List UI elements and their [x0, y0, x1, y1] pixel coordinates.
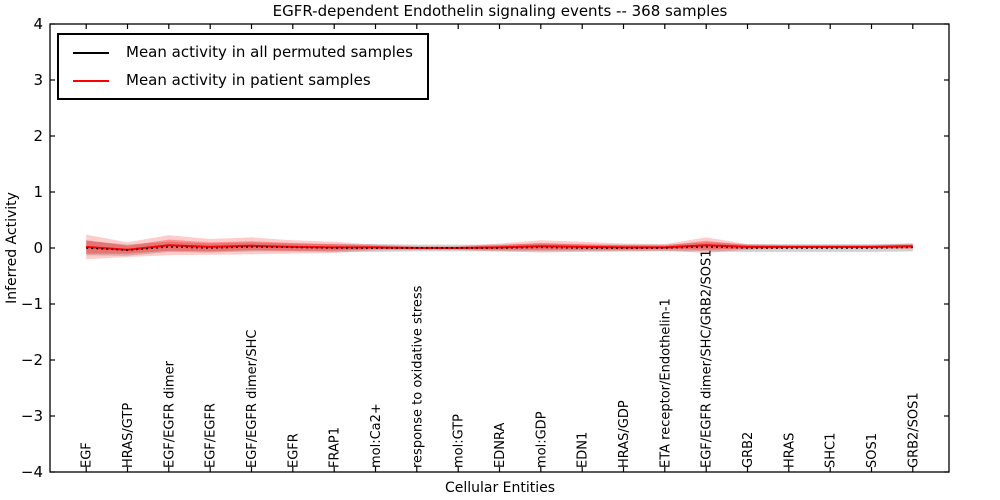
x-tick-label: GRB2	[741, 432, 756, 468]
x-tick-label: HRAS	[782, 433, 797, 468]
x-tick-label: EGF/EGFR dimer/SHC	[245, 330, 260, 468]
x-tick-label: ETA receptor/Endothelin-1	[658, 298, 673, 468]
x-tick-label: SOS1	[865, 433, 880, 468]
x-tick-label: EGF/EGFR	[204, 403, 219, 468]
x-tick-label: EGF	[80, 442, 95, 468]
y-tick-label: 4	[33, 15, 43, 33]
y-tick-label: −4	[21, 463, 43, 481]
legend-entry-patient: Mean activity in patient samples	[67, 68, 413, 93]
x-tick-label: HRAS/GDP	[617, 400, 632, 468]
legend-line-permuted-icon	[73, 51, 109, 54]
y-tick-label: 3	[33, 71, 43, 89]
x-tick-label: mol:Ca2+	[369, 403, 384, 468]
x-tick-label: EDN1	[576, 432, 591, 468]
x-tick-label: FRAP1	[328, 427, 343, 468]
legend: Mean activity in all permuted samples Me…	[57, 33, 429, 100]
y-tick-label: −3	[21, 407, 43, 425]
y-tick-label: 1	[33, 183, 43, 201]
legend-line-patient-icon	[73, 79, 109, 82]
x-tick-label: mol:GTP	[452, 414, 467, 468]
x-tick-label: GRB2/SOS1	[906, 392, 921, 468]
y-tick-label: 0	[33, 239, 43, 257]
legend-label-permuted: Mean activity in all permuted samples	[126, 43, 413, 61]
x-tick-label: response to oxidative stress	[410, 285, 425, 468]
x-tick-label: EGF/EGFR dimer	[162, 360, 177, 468]
y-tick-label: 2	[33, 127, 43, 145]
chart-title: EGFR-dependent Endothelin signaling even…	[272, 2, 728, 20]
x-tick-label: SHC1	[824, 433, 839, 468]
x-tick-label: EGF/EGFR dimer/SHC/GRB2/SOS1	[700, 250, 715, 469]
x-tick-label: EGFR	[286, 433, 301, 468]
y-tick-label: −1	[21, 295, 43, 313]
y-tick-label: −2	[21, 351, 43, 369]
x-tick-label: mol:GDP	[534, 411, 549, 468]
x-axis-label: Cellular Entities	[444, 480, 556, 496]
series-line-patient	[86, 244, 913, 251]
x-tick-label: EDNRA	[493, 423, 508, 468]
legend-entry-permuted: Mean activity in all permuted samples	[67, 40, 413, 65]
x-tick-label: HRAS/GTP	[121, 403, 136, 468]
legend-label-patient: Mean activity in patient samples	[126, 71, 371, 89]
